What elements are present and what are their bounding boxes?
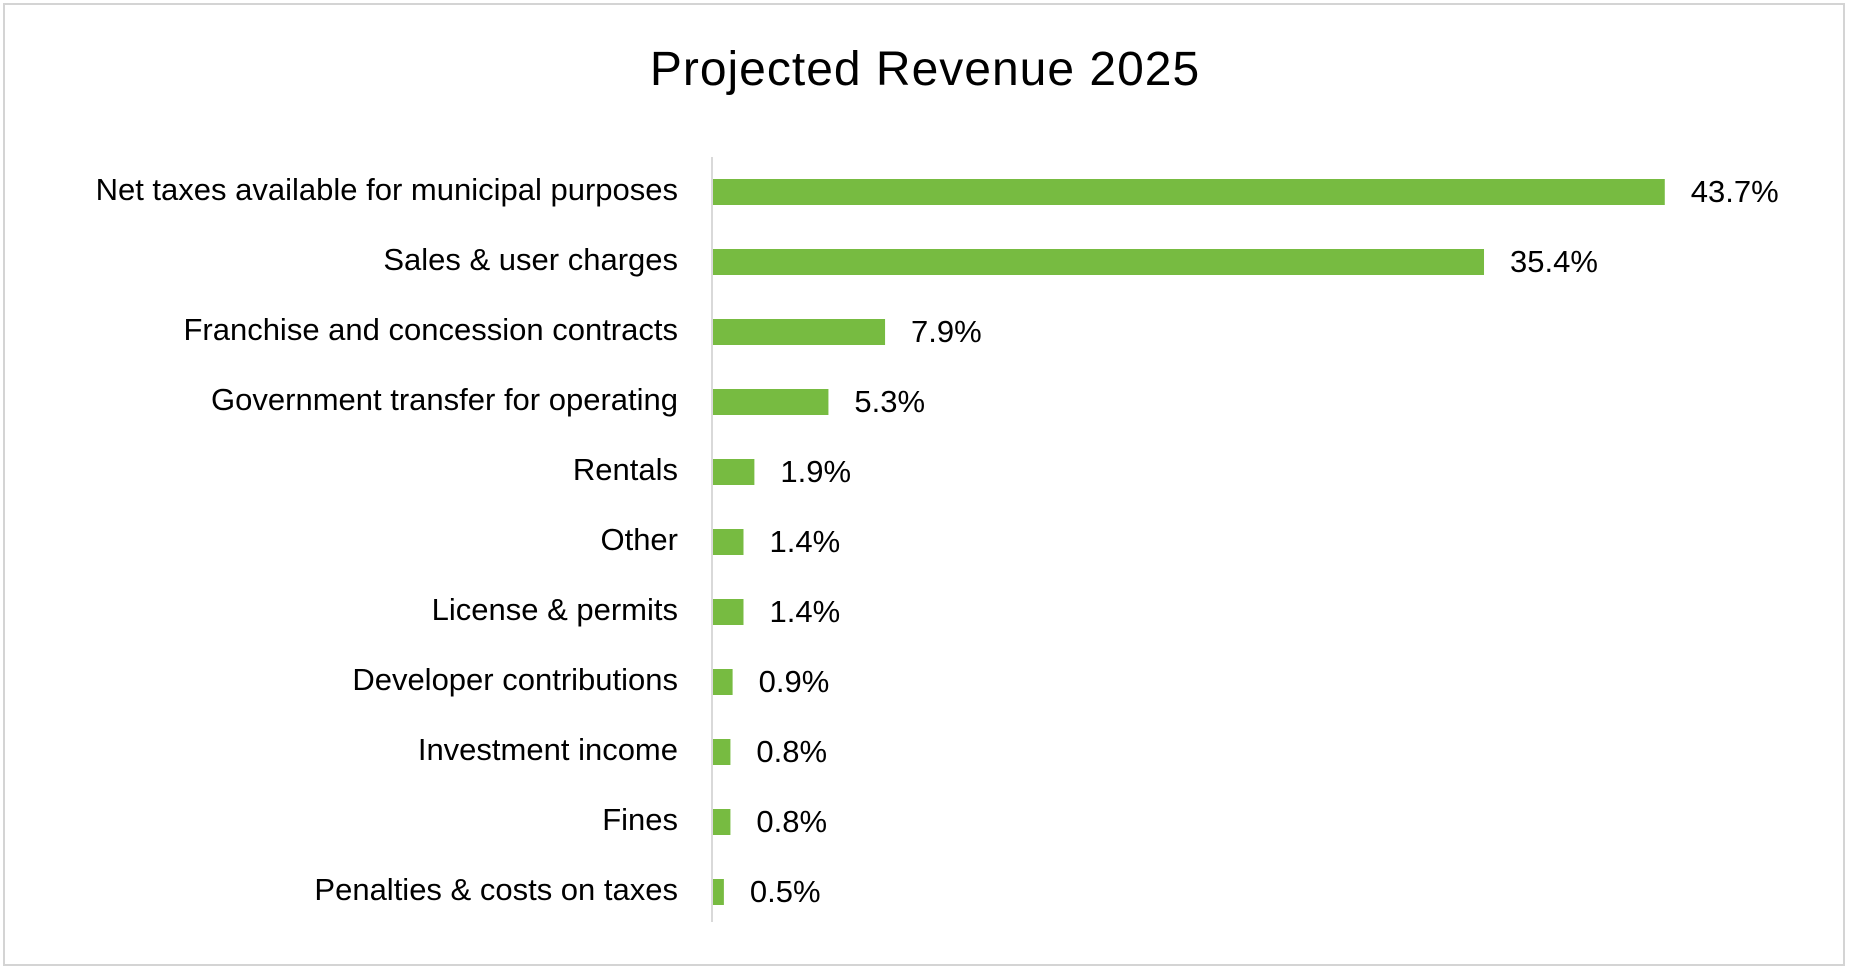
bar — [713, 319, 886, 345]
bar — [713, 879, 724, 905]
value-labels: 43.7% 35.4% 7.9% 5.3%1.9% 1.4% 1.4% 0.9% 0.8% 0.… — [750, 174, 1779, 909]
value-label: 1.4% — [769, 594, 840, 629]
category-label: Other — [600, 522, 678, 557]
bar — [713, 529, 744, 555]
bar — [713, 669, 733, 695]
category-label: Rentals — [573, 452, 678, 487]
value-label: 0.8% — [756, 804, 827, 839]
bar — [713, 599, 744, 625]
category-label: Sales & user charges — [383, 242, 678, 277]
value-label: 35.4% — [1510, 244, 1598, 279]
value-label: 0.8% — [756, 734, 827, 769]
value-label: 1.9% — [780, 454, 851, 489]
value-label: 5.3% — [854, 384, 925, 419]
bar — [713, 809, 731, 835]
value-label: 7.9% — [911, 314, 982, 349]
chart-title: Projected Revenue 2025 — [649, 43, 1201, 96]
value-label: 43.7% — [1691, 174, 1779, 209]
category-labels: Net taxes available for municipal purpos… — [96, 172, 678, 907]
category-label: Penalties & costs on taxes — [314, 872, 678, 907]
bar — [713, 389, 829, 415]
category-label: Franchise and concession contracts — [183, 312, 678, 347]
category-label: Developer contributions — [352, 662, 678, 697]
bar — [713, 249, 1485, 275]
category-label: Investment income — [418, 732, 678, 767]
value-label: 0.5% — [750, 874, 821, 909]
bar — [713, 739, 731, 765]
category-label: License & permits — [432, 592, 678, 627]
chart-frame — [3, 3, 1845, 966]
category-label: Fines — [602, 802, 678, 837]
value-label: 1.4% — [769, 524, 840, 559]
category-label: Government transfer for operating — [211, 382, 678, 417]
bar — [713, 179, 1665, 205]
bar — [713, 459, 755, 485]
category-label: Net taxes available for municipal purpos… — [96, 172, 678, 207]
value-label: 0.9% — [759, 664, 830, 699]
bars-group — [713, 179, 1665, 905]
